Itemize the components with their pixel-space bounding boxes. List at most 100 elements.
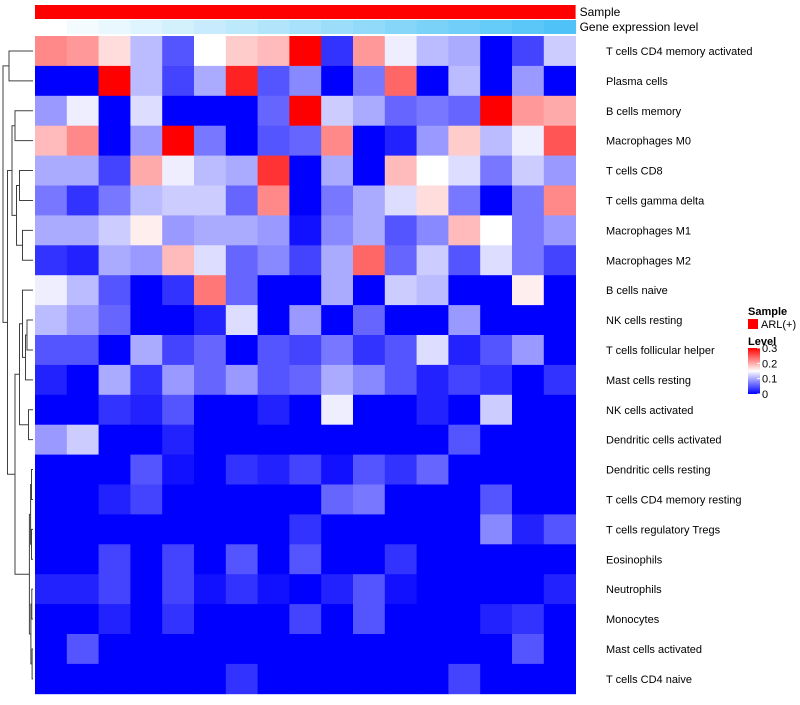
dendrogram-branch — [8, 50, 33, 82]
row-label: Eosinophils — [606, 554, 663, 566]
heatmap-cell — [66, 155, 99, 186]
legend-tick-label: 0.2 — [762, 358, 777, 370]
heatmap-cell — [162, 125, 195, 156]
row-label: Macrophages M0 — [606, 136, 691, 148]
heatmap-cell — [162, 634, 195, 665]
heatmap-cell — [543, 185, 576, 216]
heatmap-cell — [130, 574, 163, 605]
heatmap-cell — [321, 275, 354, 306]
heatmap-cell — [512, 95, 545, 127]
heatmap-cell — [321, 95, 354, 127]
dendrogram-branch — [31, 648, 33, 680]
heatmap-cell — [225, 424, 258, 455]
expression-annotation-cell — [321, 20, 354, 34]
heatmap-cell — [66, 305, 99, 336]
expression-annotation-cell — [225, 20, 259, 34]
heatmap-cell — [416, 155, 449, 186]
row-label: B cells memory — [606, 106, 682, 118]
row-label: T cells CD4 memory resting — [606, 494, 742, 506]
heatmap-cell — [289, 514, 322, 545]
heatmap-cell — [130, 125, 163, 156]
heatmap-cell — [384, 185, 417, 216]
heatmap-cell — [225, 454, 258, 485]
heatmap-cell — [98, 335, 131, 366]
heatmap-cell — [416, 454, 449, 485]
row-label: NK cells resting — [606, 315, 682, 327]
heatmap-cell — [448, 155, 481, 186]
legend-sample-title: Sample — [748, 306, 787, 318]
heatmap-cell — [194, 65, 227, 97]
heatmap-cell — [66, 125, 99, 156]
heatmap-cell — [543, 604, 576, 635]
heatmap-cell — [35, 454, 68, 485]
heatmap-cell — [480, 604, 513, 635]
heatmap-cell — [321, 185, 354, 216]
expression-annotation-cell — [130, 20, 163, 34]
heatmap-cell — [225, 155, 258, 186]
heatmap-cell — [321, 215, 354, 246]
heatmap-cell — [130, 65, 163, 97]
heatmap-cell — [225, 394, 258, 426]
heatmap-cell — [98, 185, 131, 216]
heatmap-cell — [384, 484, 417, 515]
heatmap-cell — [35, 484, 68, 515]
expression-annotation-cell — [162, 20, 195, 34]
heatmap-cell — [257, 245, 290, 276]
heatmap-cell — [194, 424, 227, 455]
heatmap-cell — [448, 544, 481, 575]
heatmap-cell — [416, 305, 449, 336]
heatmap-cell — [543, 155, 576, 186]
heatmap-cell — [289, 484, 322, 515]
dendrogram-branch — [31, 469, 33, 500]
heatmap-cell — [162, 604, 195, 635]
heatmap-cell — [384, 514, 417, 545]
heatmap-cell — [162, 305, 195, 336]
row-label: Monocytes — [606, 614, 660, 626]
heatmap-cell — [257, 305, 290, 336]
heatmap-cell — [416, 185, 449, 216]
heatmap-cell — [194, 95, 227, 127]
heatmap-cell — [512, 36, 545, 67]
dendrogram-branch — [28, 409, 33, 441]
heatmap-cell — [543, 663, 576, 695]
heatmap-cell — [162, 484, 195, 515]
heatmap-cell — [289, 604, 322, 635]
row-label: Macrophages M2 — [606, 255, 691, 267]
heatmap-cell — [35, 305, 68, 336]
heatmap-cell — [225, 364, 258, 396]
heatmap-cell — [98, 245, 131, 276]
heatmap-cell — [66, 245, 99, 276]
heatmap-cell — [130, 185, 163, 216]
heatmap-cell — [130, 155, 163, 186]
dendrogram-branch — [31, 588, 33, 620]
heatmap-cell — [480, 155, 513, 186]
heatmap-cell — [257, 65, 290, 97]
legend-level-title: Level — [748, 336, 776, 348]
heatmap-cell — [512, 484, 545, 515]
heatmap-cell — [194, 275, 227, 306]
heatmap-cell — [416, 36, 449, 67]
heatmap-cell — [448, 574, 481, 605]
heatmap-cell — [98, 574, 131, 605]
heatmap-cell — [35, 514, 68, 545]
heatmap-cell — [384, 305, 417, 336]
heatmap-cell — [353, 36, 386, 67]
heatmap-cell — [480, 335, 513, 366]
heatmap-cell — [416, 634, 449, 665]
expression-annotation-cell — [416, 20, 449, 34]
heatmap-cell — [98, 544, 131, 575]
dendrogram-branch — [11, 125, 17, 216]
row-label: B cells naive — [606, 285, 668, 297]
heatmap-cell — [130, 454, 163, 485]
expression-annotation-cell — [512, 20, 545, 34]
heatmap-cell — [130, 305, 163, 336]
heatmap-cell — [416, 95, 449, 127]
heatmap-cell — [225, 544, 258, 575]
row-labels: T cells CD4 memory activated Plasma cells… — [606, 46, 753, 686]
heatmap-cell — [543, 95, 576, 127]
heatmap-cell — [257, 634, 290, 665]
heatmap-cell — [162, 394, 195, 426]
heatmap-cell — [321, 335, 354, 366]
heatmap-cell — [98, 394, 131, 426]
heatmap-cell — [289, 305, 322, 336]
